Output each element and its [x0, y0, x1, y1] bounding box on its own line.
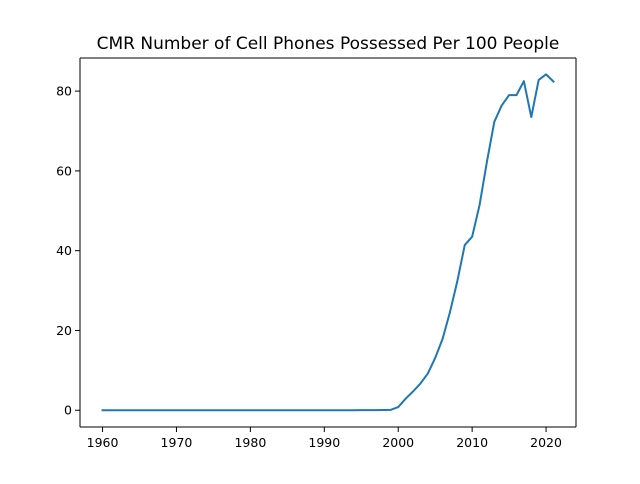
x-tick-label: 1990: [308, 435, 340, 450]
series-line: [101, 73, 555, 412]
x-tick-label: 2020: [530, 435, 562, 450]
x-tick-label: 1960: [87, 435, 119, 450]
x-tick-label: 1980: [234, 435, 266, 450]
plot-area: 1960 1970 1980 1990 2000 2010 2020 0 20 40 60 80: [56, 57, 577, 450]
y-tick-label: 0: [64, 403, 72, 418]
chart-title: CMR Number of Cell Phones Possessed Per …: [97, 34, 560, 54]
x-tick-label: 2000: [382, 435, 414, 450]
y-tick-label: 60: [56, 163, 72, 178]
x-tick-label: 2010: [456, 435, 488, 450]
y-tick-label: 40: [56, 243, 72, 258]
y-tick-label: 80: [56, 84, 72, 99]
x-tick-label: 1970: [161, 435, 193, 450]
y-tick-label: 20: [56, 323, 72, 338]
